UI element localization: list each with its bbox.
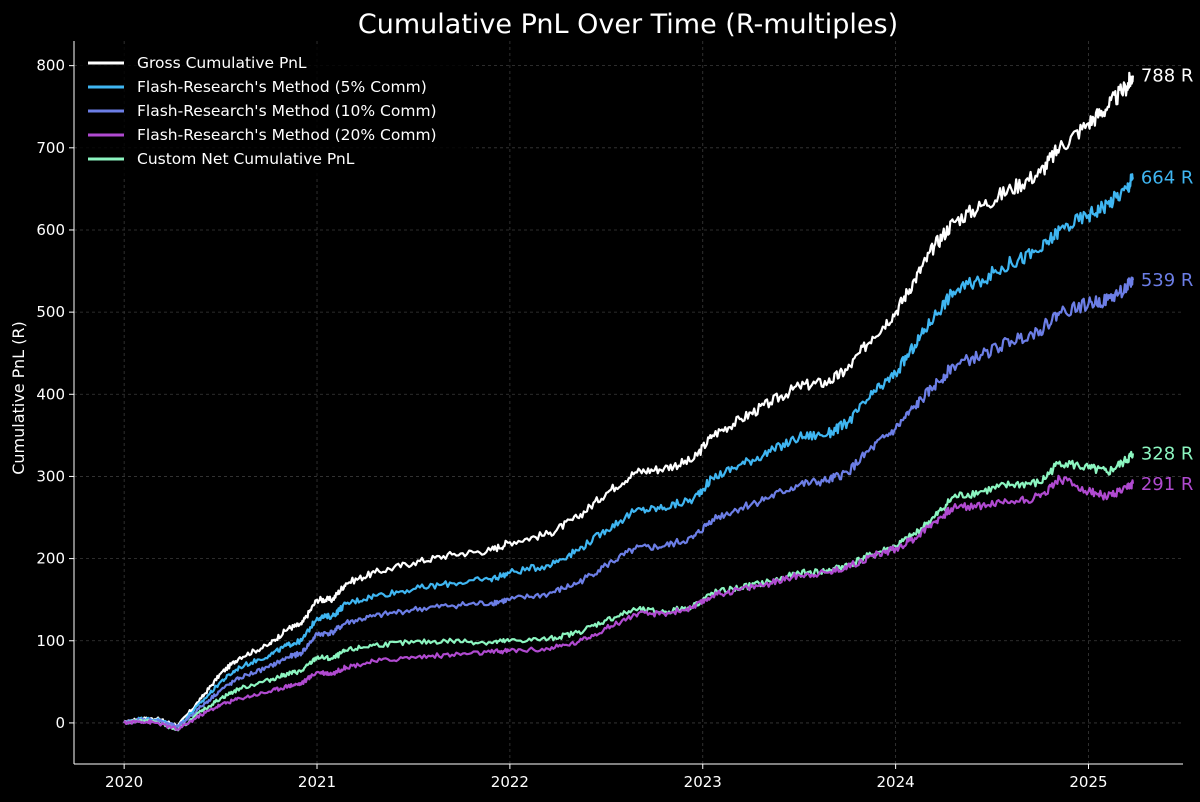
y-tick-label: 700 <box>36 139 65 157</box>
series-end-label: 291 R <box>1141 474 1194 495</box>
y-tick-label: 0 <box>55 714 65 732</box>
y-axis-label: Cumulative PnL (R) <box>9 321 28 475</box>
x-tick-label: 2022 <box>491 773 529 791</box>
series-line <box>123 474 1134 731</box>
x-tick-label: 2020 <box>105 773 143 791</box>
legend-entry: Flash-Research's Method (5% Comm) <box>137 78 427 96</box>
x-tick-label: 2021 <box>298 773 336 791</box>
legend-entry: Flash-Research's Method (20% Comm) <box>137 126 437 144</box>
series-end-label: 788 R <box>1141 66 1194 87</box>
y-tick-label: 800 <box>36 57 65 75</box>
legend-entry: Flash-Research's Method (10% Comm) <box>137 102 437 120</box>
chart-title: Cumulative PnL Over Time (R-multiples) <box>358 9 898 40</box>
series-line <box>123 71 1134 728</box>
series-end-label: 328 R <box>1141 443 1194 464</box>
series-end-label: 664 R <box>1141 167 1194 188</box>
series-line <box>123 276 1134 729</box>
legend-box <box>80 46 472 176</box>
legend: Gross Cumulative PnL Flash-Research's Met… <box>80 46 472 176</box>
series-line <box>123 173 1134 728</box>
series-lines <box>123 71 1134 732</box>
grid <box>74 41 1183 764</box>
series-line <box>123 450 1134 732</box>
y-tick-label: 500 <box>36 303 65 321</box>
axes: 2020 2021 2022 2023 2024 2025 0 100 200 300 400 500… <box>36 41 1183 791</box>
series-end-label: 539 R <box>1141 270 1194 291</box>
y-tick-label: 600 <box>36 221 65 239</box>
legend-entry: Gross Cumulative PnL <box>137 54 307 72</box>
y-tick-label: 400 <box>36 385 65 403</box>
x-tick-label: 2025 <box>1069 773 1107 791</box>
end-labels: 788 R 664 R 539 R 328 R 291 R <box>1141 66 1194 495</box>
y-tick-label: 100 <box>36 632 65 650</box>
y-tick-label: 300 <box>36 467 65 485</box>
x-tick-label: 2024 <box>877 773 915 791</box>
y-tick-label: 200 <box>36 550 65 568</box>
legend-entry: Custom Net Cumulative PnL <box>137 150 355 168</box>
x-tick-label: 2023 <box>684 773 722 791</box>
